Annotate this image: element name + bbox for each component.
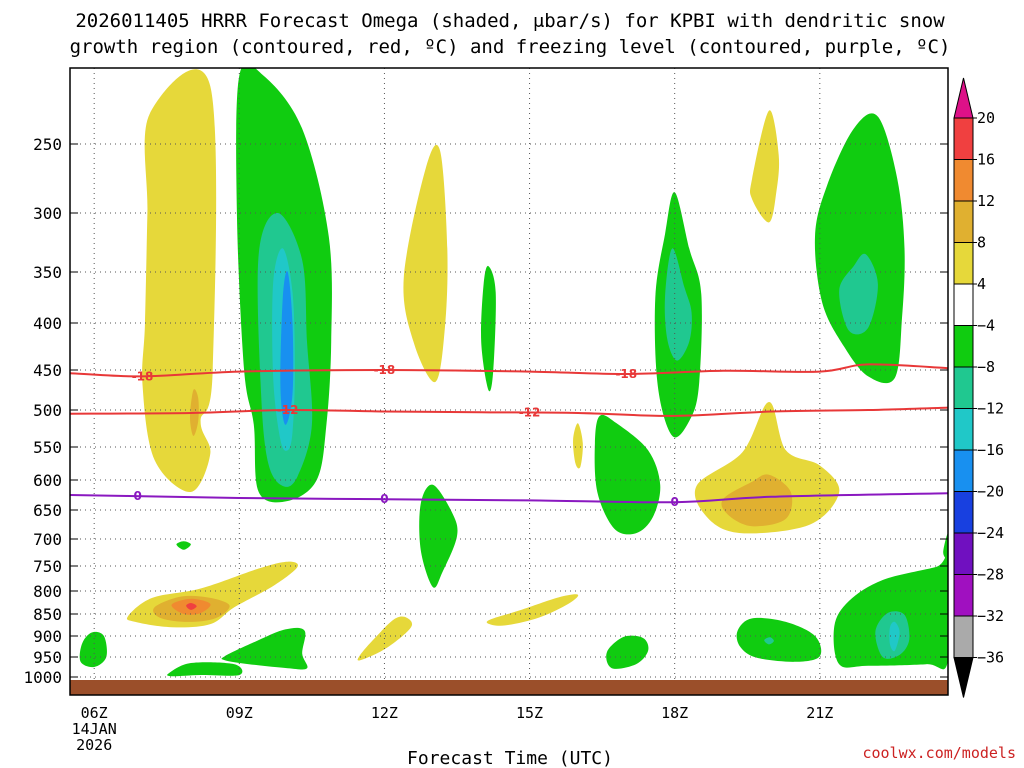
colorbar-box-5 (953, 325, 974, 368)
colorbar-label-13: −36 (977, 649, 1004, 667)
omega-region-29 (736, 617, 822, 662)
contour-label--18C-1: -18 (374, 363, 396, 377)
chart-title-line1: 2026011405 HRRR Forecast Omega (shaded, … (75, 10, 945, 32)
omega-region-22 (594, 414, 661, 535)
colorbar-top-arrow (953, 77, 974, 119)
colorbar-label-9: −20 (977, 483, 1004, 501)
omega-region-16 (280, 271, 294, 425)
colorbar-bottom-arrow (953, 657, 974, 698)
contour-line--18C (70, 363, 948, 378)
colorbar-label-3: 8 (977, 234, 986, 252)
colorbar-box-3 (953, 242, 974, 285)
ytick-label-550: 550 (33, 438, 62, 457)
colorbar-label-8: −16 (977, 441, 1004, 459)
ytick-label-650: 650 (33, 501, 62, 520)
contour-label--18C-0: -18 (132, 369, 154, 383)
omega-region-10 (186, 602, 197, 610)
ytick-label-500: 500 (33, 401, 62, 420)
omega-region-12 (486, 594, 579, 626)
colorbar-label-12: −32 (977, 607, 1004, 625)
ytick-label-800: 800 (33, 582, 62, 601)
omega-region-23 (419, 484, 458, 588)
ytick-label-700: 700 (33, 530, 62, 549)
xtick-label-6: 06Z (81, 704, 108, 722)
colorbar-label-5: −4 (977, 317, 995, 335)
ytick-label-950: 950 (33, 648, 62, 667)
colorbar-box-10 (953, 532, 974, 575)
colorbar-label-2: 12 (977, 192, 995, 210)
contour-label-0C-0: 0 (134, 489, 142, 503)
temperature-contours: -18 -18 -18 -12 -12 0 0 0 (70, 363, 948, 509)
colorbar-label-0: 20 (977, 109, 995, 127)
omega-region-26 (167, 662, 243, 677)
xtick-label-18: 18Z (661, 704, 688, 722)
colorbar-label-11: −28 (977, 566, 1004, 584)
colorbar-label-4: 4 (977, 275, 986, 293)
ytick-label-400: 400 (33, 314, 62, 333)
ytick-label-600: 600 (33, 471, 62, 490)
colorbar-box-6 (953, 366, 974, 409)
xtick-label-9: 09Z (226, 704, 253, 722)
colorbar-label-7: −12 (977, 400, 1004, 418)
colorbar-label-6: −8 (977, 358, 995, 376)
omega-shading (79, 68, 948, 677)
colorbar-box-8 (953, 449, 974, 492)
ground-strip (70, 680, 948, 695)
ytick-label-850: 850 (33, 605, 62, 624)
colorbar-box-7 (953, 408, 974, 451)
ytick-label-750: 750 (33, 557, 62, 576)
ytick-label-300: 300 (33, 204, 62, 223)
omega-region-20 (814, 113, 905, 384)
omega-region-24 (176, 541, 191, 550)
omega-region-28 (606, 635, 649, 669)
omega-region-3 (750, 110, 780, 223)
omega-region-33 (889, 621, 900, 652)
omega-region-21 (839, 253, 878, 335)
xtick-label-21: 21Z (806, 704, 833, 722)
contour-line-0C (70, 492, 948, 504)
colorbar: 20 16 12 8 4 −4 −8 −12 −16 −20 −24 −28 −32 −36 (953, 77, 1004, 698)
colorbar-box-0 (953, 117, 974, 160)
ytick-label-1000: 1000 (23, 668, 62, 687)
contour-label-0C-1: 0 (380, 492, 388, 506)
omega-region-34 (943, 533, 948, 559)
omega-region-19 (664, 248, 692, 361)
omega-region-17 (481, 265, 496, 392)
contour-label--12C-0: -12 (277, 403, 299, 417)
pressure-axis: 250 300 350 400 450 500 550 600 650 700 750 800 850 9… (23, 135, 948, 687)
colorbar-label-1: 16 (977, 151, 995, 169)
xtick-date: 14JAN (72, 720, 117, 738)
xtick-label-15: 15Z (516, 704, 543, 722)
colorbar-label-10: −24 (977, 524, 1004, 542)
x-axis-label: Forecast Time (UTC) (407, 748, 613, 768)
omega-region-4 (573, 423, 583, 469)
omega-region-2 (403, 144, 448, 383)
plot-frame (69, 67, 949, 696)
ytick-label-350: 350 (33, 263, 62, 282)
omega-region-6 (721, 474, 793, 527)
colorbar-box-4 (953, 283, 974, 326)
ytick-label-900: 900 (33, 627, 62, 646)
contour-line--12C (70, 406, 948, 417)
ytick-label-450: 450 (33, 361, 62, 380)
colorbar-box-1 (953, 159, 974, 202)
contour-label--12C-1: -12 (519, 406, 541, 420)
contour-label-0C-2: 0 (671, 495, 679, 509)
contour-label--18C-2: -18 (615, 367, 637, 381)
xtick-year: 2026 (76, 736, 112, 754)
xtick-label-12: 12Z (371, 704, 398, 722)
omega-region-0 (142, 69, 217, 493)
colorbar-box-2 (953, 200, 974, 243)
colorbar-box-12 (953, 615, 974, 658)
ytick-label-250: 250 (33, 135, 62, 154)
omega-region-30 (764, 637, 774, 645)
colorbar-box-11 (953, 574, 974, 617)
chart-title-line2: growth region (contoured, red, ºC) and f… (70, 36, 951, 58)
colorbar-box-9 (953, 491, 974, 534)
credit-text[interactable]: coolwx.com/models (862, 744, 1016, 762)
omega-region-25 (221, 627, 308, 670)
omega-region-27 (79, 631, 107, 668)
